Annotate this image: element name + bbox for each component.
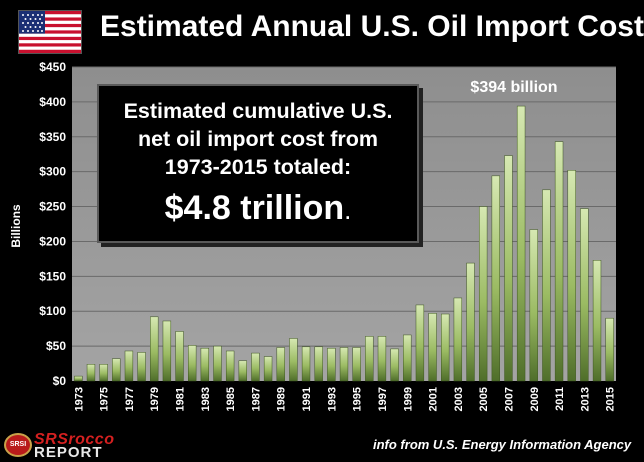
bar-2000 — [415, 304, 425, 382]
bar-1985 — [225, 350, 235, 382]
bar-1975 — [99, 364, 108, 382]
y-tick-label: $450 — [39, 60, 66, 74]
bar-1978 — [137, 352, 146, 382]
bar-1988 — [263, 356, 273, 382]
bar-1979 — [150, 316, 159, 382]
source-note: info from U.S. Energy Information Agency — [373, 437, 632, 452]
x-tick-label: 2005 — [478, 387, 490, 411]
x-tick-label: 2001 — [428, 387, 440, 411]
bar-2013 — [580, 208, 589, 382]
bar-1984 — [213, 345, 222, 382]
logo-report: REPORT — [34, 444, 103, 461]
peak-value-label: $394 billion — [470, 79, 557, 96]
y-tick-label: $50 — [46, 339, 66, 353]
x-tick-label: 1989 — [276, 387, 288, 411]
logo-seal-icon: SRSI — [4, 433, 32, 457]
srsrocco-report-logo: SRSI SRSrocco REPORT — [4, 431, 154, 461]
bar-1976 — [112, 358, 121, 382]
us-flag-icon — [18, 10, 82, 54]
bar-2006 — [491, 175, 500, 382]
x-tick-label: 1993 — [326, 387, 338, 411]
callout-line-1: Estimated cumulative U.S. — [123, 99, 393, 123]
callout-line-2: net oil import cost from — [137, 127, 379, 151]
bar-1994 — [339, 347, 349, 382]
bar-2003 — [453, 297, 463, 382]
bar-2002 — [441, 313, 450, 382]
bar-1990 — [289, 338, 298, 382]
y-tick-label: $200 — [39, 234, 66, 248]
x-tick-label: 1983 — [200, 387, 212, 411]
x-tick-label: 2013 — [579, 387, 591, 411]
x-tick-label: 1997 — [377, 387, 389, 411]
bar-1977 — [124, 350, 134, 382]
x-tick-label: 1995 — [352, 387, 364, 411]
bar-1999 — [403, 334, 412, 382]
x-tick-label: 1985 — [225, 387, 237, 411]
callout-total-value: $4.8 trillion — [164, 189, 345, 227]
bar-1986 — [238, 360, 247, 382]
callout-total-period: . — [344, 195, 352, 225]
y-axis-label: Billions — [9, 204, 23, 248]
bar-1991 — [301, 346, 311, 382]
callout-line-3: 1973-2015 totaled: — [164, 155, 352, 179]
bar-1973 — [74, 375, 83, 382]
bar-1996 — [365, 336, 374, 382]
bar-1980 — [162, 320, 172, 382]
x-tick-label: 1981 — [175, 387, 187, 411]
bar-1995 — [352, 347, 361, 382]
bar-1981 — [175, 331, 184, 382]
bar-2001 — [428, 313, 437, 382]
x-tick-label: 1973 — [73, 387, 85, 411]
bar-1997 — [377, 336, 387, 382]
bar-2012 — [567, 170, 576, 382]
y-tick-label: $100 — [39, 304, 66, 318]
x-tick-label: 2011 — [554, 387, 566, 411]
bar-2009 — [529, 229, 538, 382]
x-tick-label: 1999 — [402, 387, 414, 411]
bar-2014 — [592, 260, 602, 382]
y-tick-label: $250 — [39, 200, 66, 214]
chart-title: Estimated Annual U.S. Oil Import Cost — [100, 10, 644, 43]
x-tick-label: 1979 — [149, 387, 161, 411]
logo-name: SRSrocco — [34, 431, 115, 448]
x-tick-label: 2009 — [529, 387, 541, 411]
bar-2011 — [554, 141, 564, 382]
bar-1989 — [276, 347, 285, 382]
x-tick-label: 2003 — [453, 387, 465, 411]
y-tick-label: $350 — [39, 130, 66, 144]
x-tick-label: 1991 — [301, 387, 313, 411]
y-tick-label: $400 — [39, 95, 66, 109]
x-tick-label: 1977 — [124, 387, 136, 411]
bar-2008 — [516, 105, 526, 382]
x-tick-label: 1987 — [250, 387, 262, 411]
bar-1987 — [251, 352, 260, 382]
bar-2005 — [478, 206, 488, 382]
bar-2015 — [605, 317, 614, 382]
cumulative-cost-callout: Estimated cumulative U.S. net oil import… — [97, 84, 419, 243]
bar-1998 — [390, 348, 399, 382]
bar-2010 — [542, 189, 551, 382]
y-tick-label: $150 — [39, 269, 66, 283]
x-tick-label: 2015 — [605, 387, 617, 411]
bar-1992 — [314, 346, 323, 382]
bar-1982 — [188, 345, 197, 382]
bar-1983 — [200, 347, 210, 382]
bar-1993 — [327, 347, 336, 382]
bar-1974 — [86, 364, 96, 382]
bar-2004 — [466, 262, 475, 382]
callout-total: $4.8 trillion. — [99, 189, 417, 228]
y-tick-label: $300 — [39, 165, 66, 179]
y-tick-label: $0 — [53, 374, 67, 388]
bar-2007 — [504, 155, 513, 382]
x-tick-label: 2007 — [503, 387, 515, 411]
x-tick-label: 1975 — [99, 387, 111, 411]
